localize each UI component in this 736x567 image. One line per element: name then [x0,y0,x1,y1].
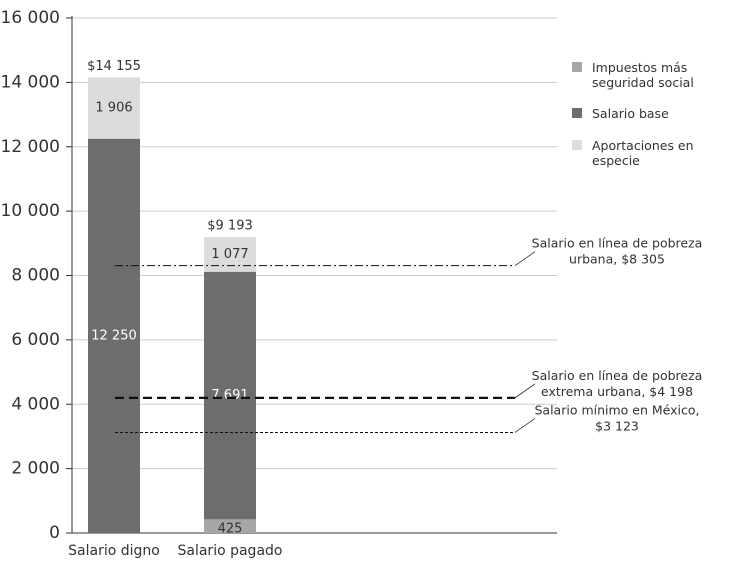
y-tick-label: 10 000 [1,201,60,221]
bar-segment [204,519,256,533]
legend-swatch [572,108,582,118]
total-label: $9 193 [207,219,253,234]
leader-line [514,251,536,267]
reference-label: Salario en línea de pobreza extrema urban… [532,367,703,398]
reference-label-line: Salario en línea de pobreza [532,367,703,382]
leader-line [514,418,536,433]
legend-item: Aportaciones en especie [572,138,732,168]
reference-label-line: urbana, $8 305 [569,251,665,266]
x-tick-label: Salario pagado [178,543,283,559]
y-tick-label: 6 000 [11,330,60,350]
y-tick-label: 14 000 [1,72,60,92]
legend-swatch [572,62,582,72]
value-label: 12 250 [91,328,137,343]
y-tick-label: 16 000 [1,8,60,28]
reference-label-line: $3 123 [595,418,639,433]
y-tick-label: 8 000 [11,266,60,286]
legend-label: Salario base [592,106,669,121]
bar-segment [88,77,140,139]
reference-label-line: Salario mínimo en México, [534,402,699,417]
y-tick-label: 0 [49,523,60,543]
legend-swatch [572,140,582,150]
value-label: 7 691 [211,388,248,403]
bar-segment [204,271,256,520]
legend-item: Salario base [572,106,732,121]
leader-line [514,383,536,399]
value-label: 1 906 [95,101,132,116]
reference-label-line: extrema urbana, $4 198 [541,383,693,398]
legend-item: Impuestos más seguridad social [572,60,732,90]
reference-label: Salario mínimo en México, $3 123 [534,402,699,433]
value-label: 1 077 [211,247,248,262]
bar-segment [88,138,140,533]
total-label: $14 155 [87,59,141,74]
legend-label: Impuestos más seguridad social [592,60,694,90]
reference-label-line: Salario en línea de pobreza [532,235,703,250]
value-label: 425 [218,522,243,537]
y-tick-label: 12 000 [1,137,60,157]
legend-label: Aportaciones en especie [592,138,694,168]
reference-label: Salario en línea de pobreza urbana, $8 30… [532,235,703,266]
y-tick-label: 2 000 [11,459,60,479]
y-tick-label: 4 000 [11,394,60,414]
x-tick-label: Salario digno [68,543,160,559]
